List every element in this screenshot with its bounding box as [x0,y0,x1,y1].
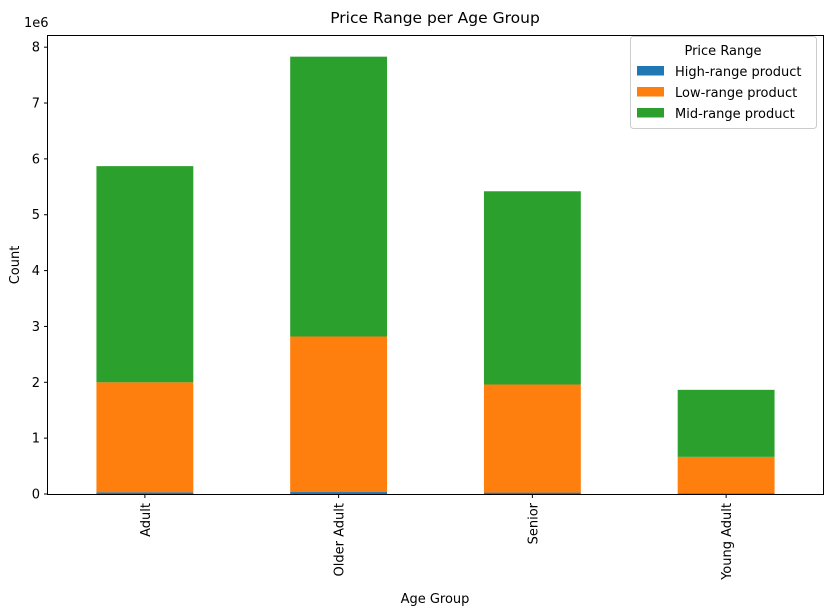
legend-swatch-mid-range-product [637,108,664,118]
bar-young-adult-low-range-product [677,456,775,494]
legend: Price Range High-range product Low-range … [630,36,817,129]
y-tick-label: 8 [32,41,40,56]
y-axis-label: Count [8,246,23,285]
bar-senior-high-range-product [483,492,581,494]
chart-title: Price Range per Age Group [330,9,540,27]
legend-title: Price Range [684,44,761,59]
plot-area [96,56,775,494]
bar-older-adult-low-range-product [290,336,388,493]
bar-adult-high-range-product [96,492,194,494]
y-tick-label: 7 [32,97,40,112]
y-tick-label: 1 [32,432,40,447]
bar-young-adult-high-range-product [677,493,775,494]
legend-label-high-range-product: High-range product [675,65,802,80]
x-tick-label: Adult [139,503,154,537]
y-offset-label: 1e6 [24,16,49,31]
bar-older-adult-high-range-product [290,492,388,494]
y-tick-label: 6 [32,152,40,167]
bar-adult-low-range-product [96,382,194,493]
x-tick-label: Young Adult [720,503,735,581]
bar-senior-mid-range-product [483,191,581,385]
y-tick-label: 3 [32,320,40,335]
legend-label-mid-range-product: Mid-range product [675,107,795,122]
y-tick-label: 2 [32,376,40,391]
y-tick-label: 0 [32,488,40,503]
y-tick-label: 4 [32,264,40,279]
bar-adult-mid-range-product [96,166,194,383]
plot-frame [47,35,824,495]
bar-young-adult-mid-range-product [677,389,775,457]
bar-senior-low-range-product [483,384,581,493]
bar-older-adult-mid-range-product [290,56,388,337]
y-tick-label: 5 [32,208,40,223]
legend-swatch-high-range-product [637,66,664,76]
x-axis-label: Age Group [401,592,470,607]
x-tick-label: Senior [526,502,541,544]
legend-swatch-low-range-product [637,87,664,97]
x-tick-label: Older Adult [333,503,348,576]
legend-box [630,36,817,129]
legend-label-low-range-product: Low-range product [675,86,797,101]
